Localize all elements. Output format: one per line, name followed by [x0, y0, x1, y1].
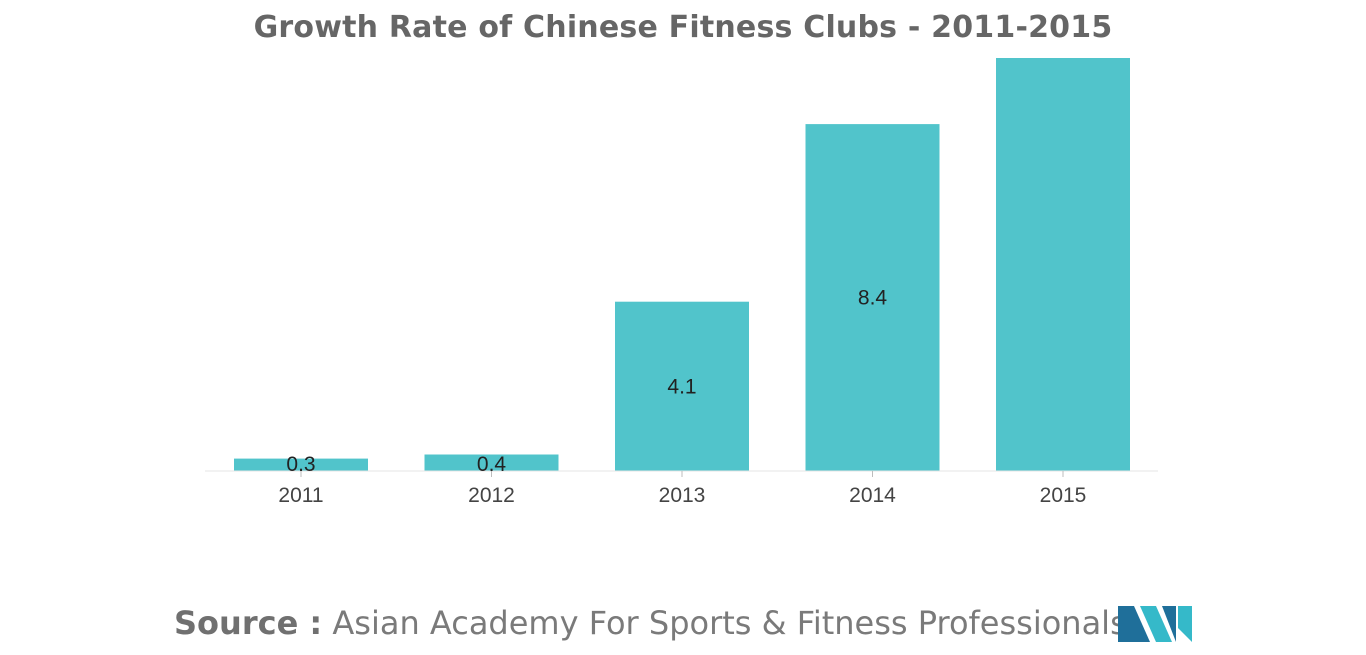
source-label: Source :	[174, 604, 323, 642]
x-tick-label-2012: 2012	[468, 484, 515, 507]
data-label-2013: 4.1	[667, 375, 696, 398]
logo-shape-middle	[1140, 606, 1172, 642]
logo-shape-left	[1118, 606, 1150, 642]
bar-2012	[424, 454, 559, 471]
ticks-layer	[300, 471, 1064, 477]
x-tick-label-2015: 2015	[1040, 484, 1087, 507]
source-text: Asian Academy For Sports & Fitness Profe…	[332, 604, 1127, 642]
x-tick-label-2013: 2013	[659, 484, 706, 507]
bar-2015	[996, 58, 1130, 471]
data-label-2011: 0.3	[286, 453, 315, 476]
data-label-2014: 8.4	[858, 287, 888, 310]
labels-layer: 2011 0.3 2012 0.4 2013 4.1 2014 8.4 2015	[278, 287, 1086, 508]
bar-2014	[805, 124, 940, 471]
bar-2011	[234, 458, 368, 471]
x-tick-label-2014: 2014	[849, 484, 896, 507]
logo-shape-right	[1162, 606, 1176, 642]
mordor-intelligence-logo-icon	[1118, 606, 1192, 642]
data-label-2012: 0.4	[477, 453, 507, 476]
logo-shape-right-2	[1178, 606, 1192, 642]
source-note: Source : Asian Academy For Sports & Fitn…	[174, 604, 1127, 642]
chart-title: Growth Rate of Chinese Fitness Clubs - 2…	[253, 10, 1113, 45]
bars-layer	[234, 58, 1130, 471]
bar-chart: 2011 0.3 2012 0.4 2013 4.1 2014 8.4 2015	[205, 58, 1158, 508]
bar-2013	[615, 301, 749, 471]
x-tick-label-2011: 2011	[278, 484, 323, 507]
